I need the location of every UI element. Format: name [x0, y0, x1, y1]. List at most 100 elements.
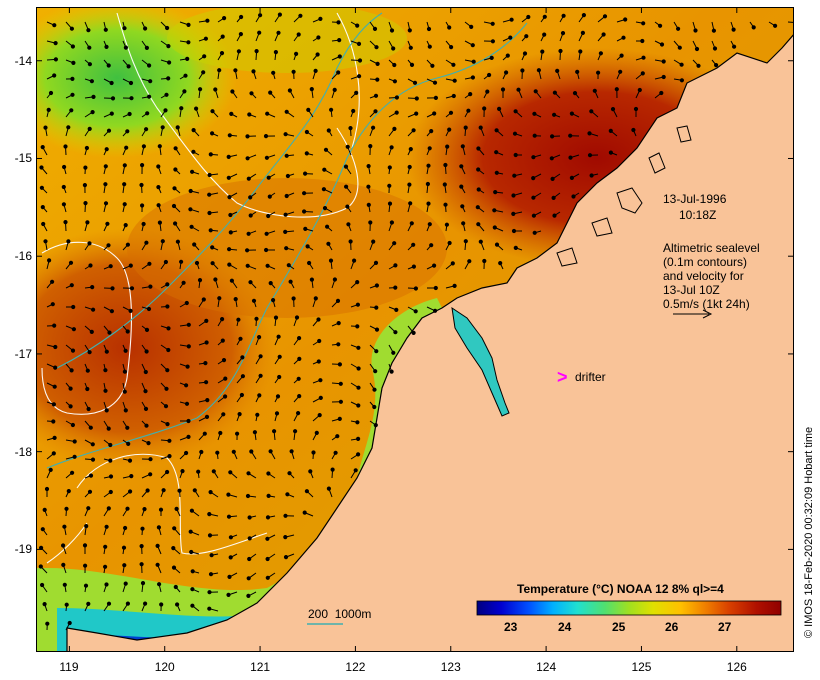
velocity-arrow-head [238, 32, 243, 37]
velocity-arrow-head [287, 471, 292, 476]
velocity-arrow-head [466, 108, 471, 113]
velocity-arrow-head [175, 602, 180, 607]
velocity-arrow-head [589, 173, 594, 178]
velocity-arrow-head [207, 606, 212, 611]
velocity-arrow-head [317, 338, 322, 344]
velocity-arrow-head [633, 106, 639, 112]
velocity-arrow-head [145, 488, 150, 493]
velocity-arrow-head [493, 190, 498, 195]
velocity-arrow-head [204, 340, 209, 345]
velocity-arrow-head [88, 473, 94, 478]
velocity-arrow-head [159, 602, 164, 607]
velocity-arrow-head [53, 57, 58, 62]
velocity-arrow-head [104, 147, 109, 152]
velocity-arrow-head [228, 555, 233, 560]
velocity-arrow-head [284, 109, 289, 114]
velocity-arrow-head [305, 244, 310, 249]
velocity-arrow-head [165, 368, 170, 373]
velocity-arrow-head [189, 549, 194, 555]
velocity-arrow-head [343, 164, 349, 169]
velocity-arrow-head [62, 582, 67, 587]
velocity-arrow-head [526, 14, 531, 20]
velocity-arrow-head [372, 387, 377, 392]
velocity-arrow-head [283, 229, 288, 234]
velocity-arrow-head [163, 108, 168, 113]
velocity-arrow-head [773, 23, 778, 28]
velocity-arrow-head [257, 393, 262, 398]
velocity-arrow-head [148, 284, 153, 289]
velocity-arrow-head [165, 282, 170, 287]
velocity-arrow-head [318, 378, 323, 383]
velocity-arrow-head [122, 26, 127, 31]
velocity-arrow-head [217, 68, 222, 73]
velocity-arrow-head [105, 221, 110, 226]
velocity-arrow-head [167, 60, 172, 65]
velocity-arrow-head [357, 58, 363, 63]
velocity-arrow-head [316, 35, 321, 40]
velocity-arrow-head [575, 69, 580, 75]
x-tick-label: 125 [631, 660, 652, 674]
velocity-arrow-head [122, 182, 127, 187]
velocity-arrow-head [104, 408, 109, 413]
velocity-arrow-head [512, 173, 517, 178]
velocity-arrow-head [618, 69, 623, 74]
velocity-arrow-head [409, 221, 414, 226]
velocity-arrow-head [356, 345, 361, 350]
velocity-arrow-head [184, 401, 190, 406]
velocity-arrow-head [452, 78, 457, 83]
velocity-arrow-head [71, 304, 76, 310]
velocity-arrow-head [412, 80, 418, 85]
velocity-arrow-head [173, 221, 178, 226]
velocity-arrow-head [211, 469, 216, 474]
velocity-arrow-head [219, 51, 225, 56]
velocity-arrow-head [271, 70, 276, 75]
velocity-arrow-head [283, 132, 288, 137]
velocity-arrow-head [227, 247, 232, 252]
velocity-arrow-head [173, 584, 178, 590]
velocity-arrow-head [161, 488, 166, 493]
velocity-arrow-head [228, 230, 233, 235]
velocity-arrow-head [658, 23, 663, 28]
sst-map[interactable]: 13-Jul-1996 10:18Z Altimetric sealevel (… [36, 7, 794, 652]
velocity-arrow-head [129, 474, 134, 479]
velocity-arrow-head [89, 329, 94, 334]
velocity-arrow-head [265, 111, 270, 116]
velocity-arrow-head [355, 280, 360, 285]
velocity-arrow-head [146, 306, 152, 312]
velocity-arrow-head [368, 144, 373, 149]
velocity-arrow-head [268, 90, 273, 95]
velocity-arrow-head [509, 17, 514, 22]
velocity-arrow-head [173, 146, 178, 151]
velocity-arrow-head [337, 54, 342, 59]
velocity-arrow-head [51, 419, 56, 424]
velocity-arrow-head [266, 493, 271, 498]
velocity-arrow-head [123, 348, 128, 353]
velocity-arrow-head [332, 277, 337, 282]
velocity-arrow-head [452, 283, 457, 288]
velocity-arrow-head [391, 350, 396, 355]
velocity-arrow-head [337, 416, 342, 421]
velocity-arrow-head [40, 527, 45, 532]
velocity-arrow-head [146, 441, 151, 446]
velocity-arrow-head [336, 321, 341, 326]
velocity-arrow-head [188, 188, 193, 194]
velocity-arrow-head [143, 389, 148, 394]
velocity-arrow-head [227, 262, 232, 267]
velocity-arrow-head [284, 193, 289, 199]
velocity-arrow-head [182, 89, 187, 94]
velocity-arrow-head [192, 242, 197, 247]
velocity-arrow-head [125, 329, 130, 334]
velocity-arrow-head [531, 195, 536, 200]
velocity-arrow-head [445, 144, 450, 149]
velocity-arrow-head [254, 49, 259, 54]
velocity-arrow-head [374, 283, 379, 288]
velocity-arrow-head [411, 330, 416, 335]
velocity-arrow-head [308, 469, 313, 474]
velocity-arrow-head [217, 296, 222, 301]
velocity-arrow-head [223, 394, 228, 399]
velocity-arrow-head [51, 402, 56, 407]
velocity-arrow-head [265, 515, 271, 520]
velocity-arrow-head [257, 335, 262, 340]
kimberley-islands [556, 125, 692, 267]
velocity-arrow-head [265, 263, 270, 268]
